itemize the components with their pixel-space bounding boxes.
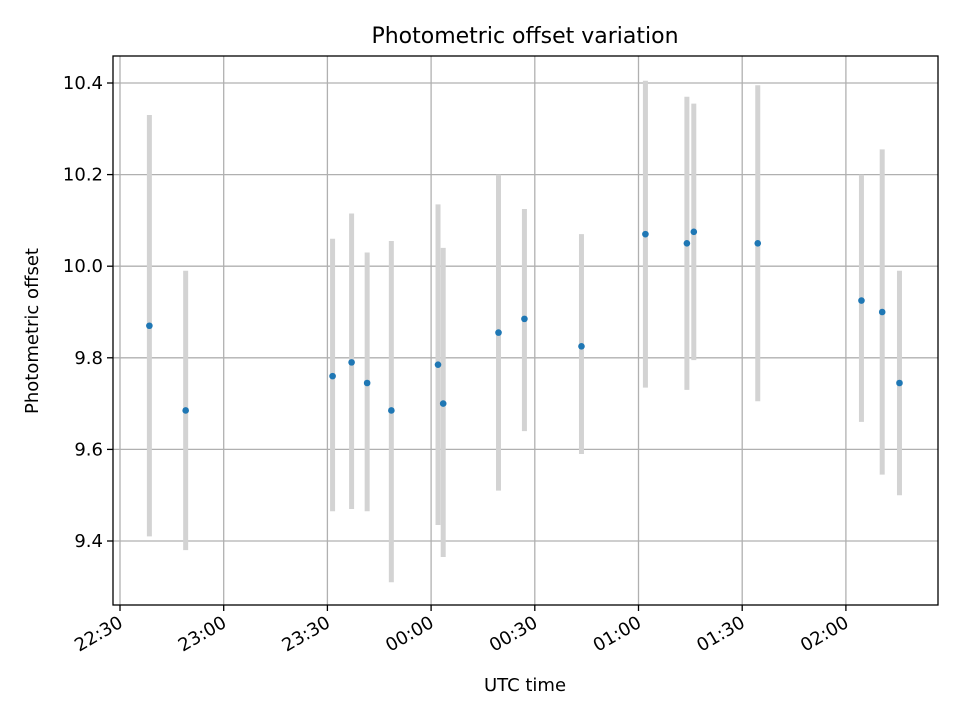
data-point [434, 361, 442, 368]
errorbar-layer [146, 80, 902, 583]
data-point [146, 322, 153, 330]
plot-frame [112, 55, 939, 606]
x-tick-label: 23:00 [175, 612, 230, 656]
data-point [329, 372, 336, 380]
data-point [896, 379, 903, 387]
y-axis: 9.4 9.6 9.8 10.0 10.2 10.4 [63, 73, 113, 552]
grid-layer [113, 56, 938, 605]
y-axis-label: Photometric offset [22, 248, 43, 414]
data-point [348, 359, 355, 366]
data-point [578, 343, 585, 350]
data-point [683, 240, 691, 247]
x-axis: 22:30 23:00 23:30 00:00 00:30 01:00 01:30 02:00 [71, 605, 852, 656]
data-point [439, 400, 447, 407]
data-point [363, 379, 371, 387]
y-tick-label: 9.8 [74, 348, 103, 369]
y-tick-label: 10.0 [63, 256, 103, 277]
y-tick-label: 10.4 [63, 73, 103, 94]
y-tick-label: 9.4 [74, 531, 103, 552]
x-tick-label: 01:00 [590, 612, 645, 656]
data-point [182, 407, 189, 414]
x-tick-label: 00:30 [486, 612, 541, 656]
data-point [690, 228, 698, 236]
x-tick-label: 01:30 [693, 612, 748, 656]
data-point [878, 308, 886, 316]
data-point [388, 407, 395, 414]
data-point [754, 240, 762, 247]
x-tick-label: 23:30 [278, 612, 333, 656]
x-tick-label: 00:00 [382, 612, 437, 656]
x-tick-label: 22:30 [71, 612, 126, 656]
data-point [521, 315, 528, 323]
point-layer [146, 228, 903, 414]
data-point [495, 329, 502, 336]
y-tick-label: 9.6 [74, 439, 103, 460]
x-axis-label: UTC time [484, 675, 566, 696]
y-tick-label: 10.2 [63, 165, 103, 186]
data-point [642, 230, 649, 238]
x-tick-label: 02:00 [797, 612, 852, 656]
chart-title: Photometric offset variation [371, 24, 678, 49]
data-point [858, 297, 865, 304]
